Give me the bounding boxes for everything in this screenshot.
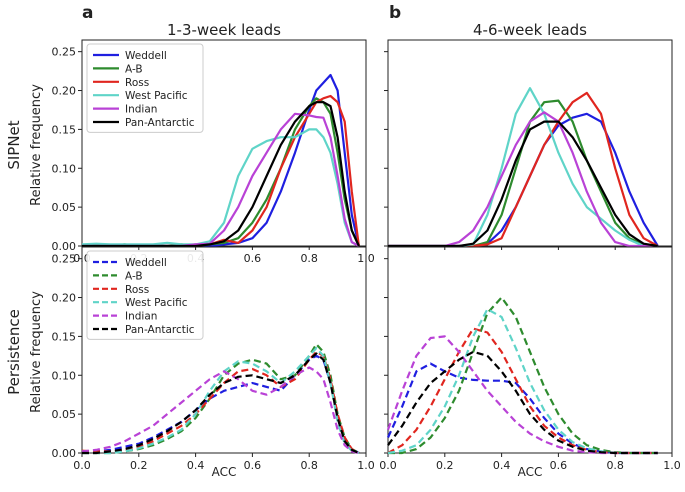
axes-frame-top-left [81,39,367,247]
x-tick-label: 1.0 [663,459,681,472]
series-line-weddell [82,354,360,454]
x-tick-label: 0.6 [244,252,262,265]
series-line-a-b [82,343,360,455]
legend-label: Pan-Antarctic [125,324,195,336]
y-tick-label: 0.20 [52,85,77,98]
series-line-ross [81,350,360,454]
x-tick-label: 0.8 [300,459,318,472]
y-tick-label: 0.00 [52,447,77,460]
xlabel-left: ACC [212,465,237,479]
series-line-a-b [388,296,658,455]
legend-label: Ross [125,77,149,89]
x-tick-label: 0.4 [493,459,511,472]
x-tick-label: 0.2 [436,459,454,472]
y-tick-label: 0.25 [52,253,77,266]
y-tick-label: 0.10 [52,162,77,175]
legend-label: A-B [125,270,143,282]
column-title-right: 4-6-week leads [473,21,587,39]
panel-bottom-right: 0.0 0.2 0.4 0.6 0.8 1.0 [379,246,681,472]
x-tick-label: 0.8 [300,252,318,265]
y-tick-label: 0.25 [52,46,77,59]
panel-bottom-left: 0.00 0.05 0.10 0.15 0.20 0.25 0.0 0.2 0.4 0.6 0.8 1… [52,246,375,472]
ylabel-top: Relative frequency [29,84,44,206]
series-line-indian [386,335,658,455]
ylabel-bottom: Relative frequency [29,291,44,413]
x-tick-label: 0.0 [379,459,397,472]
series-line-pan-antarctic [388,120,658,248]
series-line-indian [81,366,360,455]
series-line-west-pacific [388,87,658,248]
x-tick-label: 0.2 [130,459,148,472]
legend-box [86,43,204,133]
panel-letter-b: b [389,3,401,23]
series-line-ross [388,91,659,248]
legend-label: Weddell [125,50,167,62]
column-title-left: 1-3-week leads [167,21,281,39]
axes-frame-bottom-right [387,246,673,454]
y-tick-label: 0.10 [52,369,77,382]
x-tick-label: 0.0 [73,459,91,472]
panel-top-right [384,39,673,250]
legend-label: A-B [125,63,143,75]
y-tick-label: 0.05 [52,408,77,421]
x-tick-label: 0.6 [244,459,262,472]
y-tick-label: 0.05 [52,201,77,214]
legend-label: Pan-Antarctic [125,117,195,129]
series-line-west-pacific [82,347,360,455]
y-tick-label: 0.20 [52,292,77,305]
series-line-ross [387,327,658,455]
row-label-persistence: Persistence [5,309,23,395]
legend-label: Weddell [125,257,167,269]
y-tick-label: 0.15 [52,330,77,343]
plot-area: 0.00 0.05 0.10 0.15 0.20 0.25 0.0 0.2 0.4 0.6 0.8 1… [52,39,681,472]
panel-top-left: 0.000.050.100.150.200.250.00.20.40.60.81… [52,39,375,265]
axes-frame-bottom-left [81,246,367,454]
series-line-west-pacific [81,128,360,247]
series-line-pan-antarctic [82,101,360,248]
legend-label: West Pacific [125,90,188,102]
row-label-sipnet: SIPNet [5,120,23,169]
series-line-west-pacific [387,308,658,455]
axes-frame-top-right [387,39,673,247]
series-line-pan-antarctic [82,352,360,455]
legend-label: Indian [125,311,157,323]
y-tick-label: 0.00 [52,240,77,253]
legend-label: Ross [125,284,149,296]
legend-box [86,250,204,340]
y-tick-label: 0.15 [52,123,77,136]
x-tick-label: 0.6 [550,459,568,472]
x-tick-label: 0.8 [606,459,624,472]
xlabel-right: ACC [518,465,543,479]
x-tick-label: 1.0 [357,459,375,472]
panel-letter-a: a [82,3,93,23]
legend-label: West Pacific [125,297,188,309]
legend-label: Indian [125,104,157,116]
series-line-pan-antarctic [387,350,658,455]
x-tick-label: 0.4 [187,459,205,472]
